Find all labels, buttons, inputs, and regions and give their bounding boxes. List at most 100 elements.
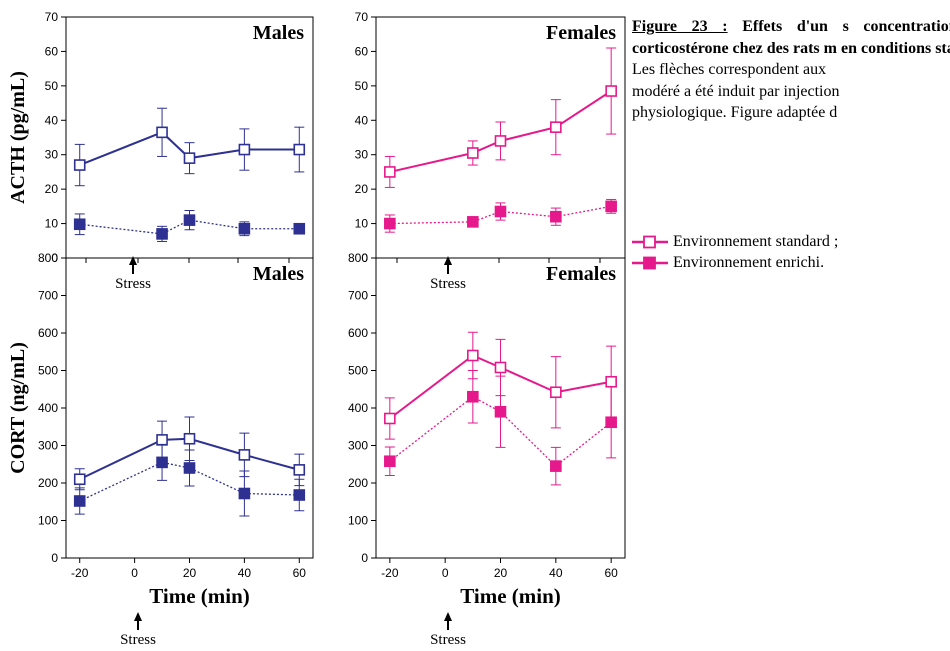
data-point	[494, 361, 507, 374]
y-tick-label: 600	[348, 326, 368, 340]
caption-line-2: modéré a été induit par injection	[632, 82, 840, 100]
data-point	[238, 449, 251, 461]
filled-square-line-icon	[632, 256, 668, 269]
y-tick-label: 50	[45, 79, 59, 93]
data-point	[156, 434, 168, 446]
y-tick-label: 500	[38, 364, 58, 378]
x-axis-label: Time (min)	[149, 584, 250, 608]
data-point	[156, 228, 168, 240]
y-tick-label: 800	[348, 251, 368, 265]
y-tick-label: 500	[348, 364, 368, 378]
data-point	[494, 405, 507, 418]
x-tick-label: 40	[238, 566, 252, 580]
caption-line-3: physiologique. Figure adaptée d	[632, 104, 838, 121]
data-point	[238, 222, 251, 235]
series-enriched	[384, 198, 617, 233]
y-tick-label: 10	[355, 217, 369, 231]
x-tick-label: 60	[604, 566, 618, 580]
data-point	[156, 126, 168, 139]
data-point	[467, 147, 479, 159]
series-line	[79, 461, 300, 502]
data-point	[384, 166, 396, 178]
legend-label-standard: Environnement standard ;	[673, 232, 839, 250]
data-point	[550, 210, 562, 223]
legend: Environnement standard ; Environnement e…	[632, 231, 838, 273]
data-point	[183, 462, 196, 474]
data-point	[183, 214, 196, 226]
y-tick-label: 20	[355, 182, 369, 196]
series-standard	[73, 107, 306, 187]
y-tick-label: 0	[361, 251, 368, 265]
data-point	[293, 143, 306, 156]
y-tick-label: 60	[355, 44, 369, 58]
x-axis-label: Time (min)	[460, 584, 561, 608]
data-point	[605, 200, 617, 213]
plot-frame	[65, 257, 314, 559]
x-tick-label: 40	[549, 566, 563, 580]
panel-title: Males	[253, 22, 304, 44]
stress-arrow-head	[444, 612, 452, 621]
data-point	[73, 473, 86, 486]
x-tick-label: -20	[381, 566, 399, 580]
data-point	[467, 349, 479, 362]
y-tick-label: 50	[355, 79, 369, 93]
data-point	[605, 85, 617, 97]
open-square-line-icon	[632, 235, 668, 248]
y-tick-label: 200	[348, 476, 368, 490]
x-tick-label: 60	[293, 566, 307, 580]
data-point	[605, 375, 617, 388]
data-point	[293, 222, 306, 235]
series-enriched	[73, 443, 306, 517]
x-tick-label: -20	[71, 566, 89, 580]
chart-acth-females: 0 10 20 30 40 50 60 70 Females Stress	[355, 10, 626, 292]
figure-number: Figure 23 :	[632, 18, 728, 35]
caption-line-1: Les flèches correspondent aux	[632, 61, 827, 78]
legend-item-standard: Environnement standard ;	[632, 231, 838, 252]
panel-title: Females	[546, 263, 616, 285]
y-tick-label: 100	[348, 514, 368, 528]
data-point	[238, 487, 251, 500]
y-tick-label: 40	[45, 113, 59, 127]
data-point	[73, 495, 86, 507]
data-point	[293, 464, 306, 476]
y-tick-label: 10	[45, 217, 59, 231]
x-tick-label: 0	[131, 566, 138, 580]
y-tick-label: 400	[38, 401, 58, 415]
y-axis-label: ACTH (pg/mL)	[7, 71, 29, 204]
data-point	[384, 217, 396, 230]
y-tick-label: 300	[348, 439, 368, 453]
y-tick-label: 40	[355, 113, 369, 127]
stress-arrow-head	[134, 612, 142, 621]
y-tick-label: 20	[45, 182, 59, 196]
chart-cort-males: 0 100 200 300 400 500 600 700 800 -20 0 20 40 60 Males…	[7, 251, 314, 648]
data-point	[156, 456, 168, 469]
y-tick-label: 30	[45, 148, 59, 162]
y-tick-label: 70	[355, 10, 369, 24]
y-tick-label: 700	[38, 289, 58, 303]
panel-title: Females	[546, 22, 616, 44]
data-point	[293, 489, 306, 501]
data-point	[494, 205, 507, 218]
y-tick-label: 300	[38, 439, 58, 453]
y-tick-label: 0	[361, 551, 368, 565]
data-point	[550, 460, 562, 472]
y-tick-label: 0	[51, 251, 58, 265]
data-point	[384, 412, 396, 425]
chart-acth-males: 0 10 20 30 40 50 60 70 Males ACTH (pg/mL) Stress	[7, 10, 314, 292]
y-tick-label: 70	[45, 10, 59, 24]
legend-item-enriched: Environnement enrichi.	[632, 252, 838, 273]
panel-title: Males	[253, 263, 304, 285]
stress-arrow-head	[444, 256, 452, 265]
x-tick-label: 20	[494, 566, 508, 580]
y-tick-label: 60	[45, 44, 59, 58]
x-tick-label: 0	[442, 566, 449, 580]
y-tick-label: 100	[38, 514, 58, 528]
data-point	[605, 416, 617, 429]
figure-caption: Figure 23 : Effets d'un s concentrations…	[632, 16, 950, 226]
data-point	[384, 455, 396, 468]
y-tick-label: 200	[38, 476, 58, 490]
y-axis-label: CORT (ng/mL)	[7, 342, 29, 474]
data-point	[73, 218, 86, 231]
stress-label: Stress	[430, 632, 466, 648]
